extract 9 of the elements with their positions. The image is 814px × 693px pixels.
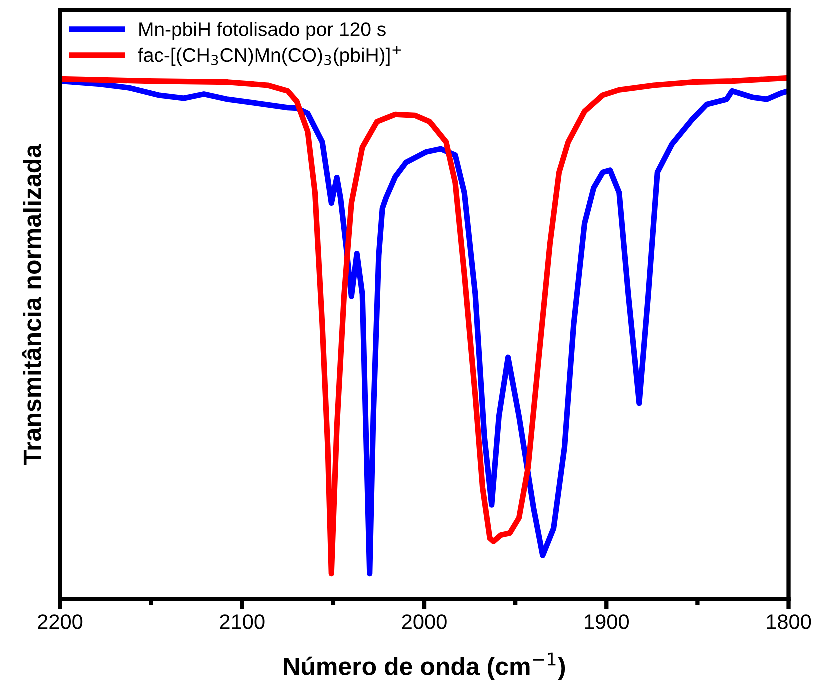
- y-axis-title: Transmitância normalizada: [22, 144, 42, 466]
- legend-label: fac-[(CH$_{3}$CN)Mn(CO)$_{3}$(pbiH)]$^{+}$: [138, 46, 402, 66]
- x-tick-label: 2100: [220, 614, 265, 630]
- legend-label: Mn-pbiH fotolisado por 120 s: [140, 22, 386, 40]
- x-tick-label: 1900: [585, 614, 629, 630]
- x-tick-label: 2000: [402, 614, 447, 630]
- x-tick-label: 2200: [38, 614, 83, 630]
- x-axis-title: Número de onda (cm$^{−1}$): [284, 652, 566, 680]
- x-tick-label: 1800: [767, 614, 812, 630]
